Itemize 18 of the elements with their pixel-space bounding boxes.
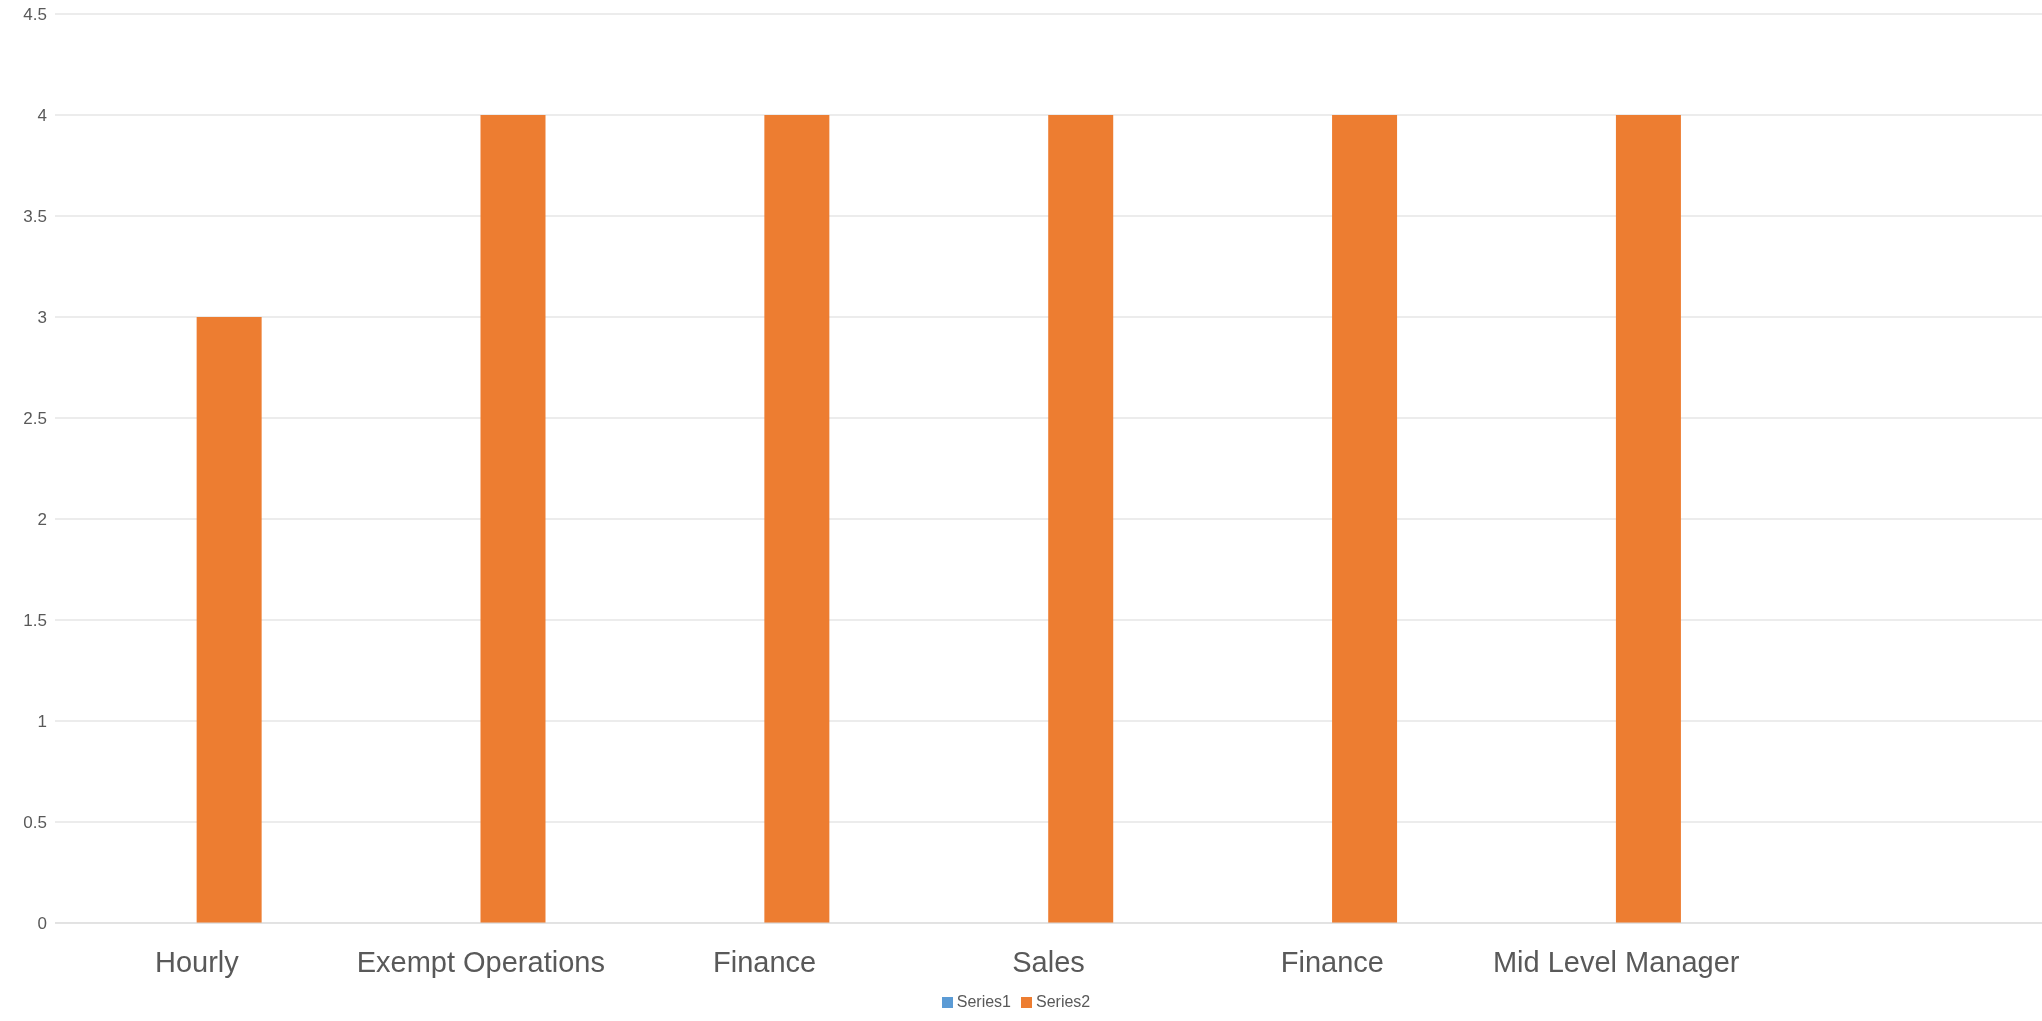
x-tick-label: Finance <box>1280 945 1384 978</box>
y-tick-label: 4.5 <box>23 5 47 25</box>
y-tick-label: 2.5 <box>23 409 47 429</box>
x-tick-label: Sales <box>1012 945 1085 978</box>
x-tick-label: Exempt Operations <box>356 945 605 978</box>
y-tick-label: 1 <box>37 712 47 732</box>
y-tick-label: 1.5 <box>23 611 47 631</box>
x-tick-label: Finance <box>713 945 817 978</box>
legend-label: Series1 <box>956 993 1011 1010</box>
y-tick-label: 0 <box>37 914 47 934</box>
y-tick-label: 4 <box>37 106 47 126</box>
x-tick-label: Hourly <box>155 945 240 978</box>
y-tick-label: 3 <box>37 308 47 328</box>
y-tick-label: 3.5 <box>23 207 47 227</box>
legend-label: Series2 <box>1036 993 1091 1010</box>
x-tick-label: Mid Level Manager <box>1492 945 1740 978</box>
y-tick-label: 0.5 <box>23 813 47 833</box>
y-tick-label: 2 <box>37 510 47 530</box>
